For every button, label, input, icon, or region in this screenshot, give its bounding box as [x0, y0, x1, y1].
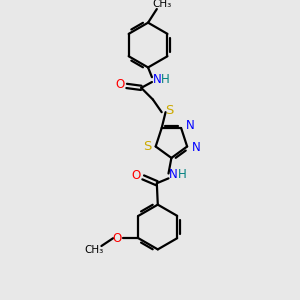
Text: N: N — [169, 168, 178, 181]
Text: H: H — [161, 73, 170, 85]
Text: CH₃: CH₃ — [84, 245, 103, 255]
Text: H: H — [178, 168, 187, 181]
Text: CH₃: CH₃ — [152, 0, 171, 9]
Text: N: N — [152, 73, 161, 85]
Text: O: O — [115, 79, 124, 92]
Text: O: O — [112, 232, 122, 245]
Text: N: N — [191, 141, 200, 154]
Text: S: S — [165, 104, 174, 117]
Text: S: S — [143, 140, 151, 153]
Text: O: O — [132, 169, 141, 182]
Text: N: N — [185, 118, 194, 132]
